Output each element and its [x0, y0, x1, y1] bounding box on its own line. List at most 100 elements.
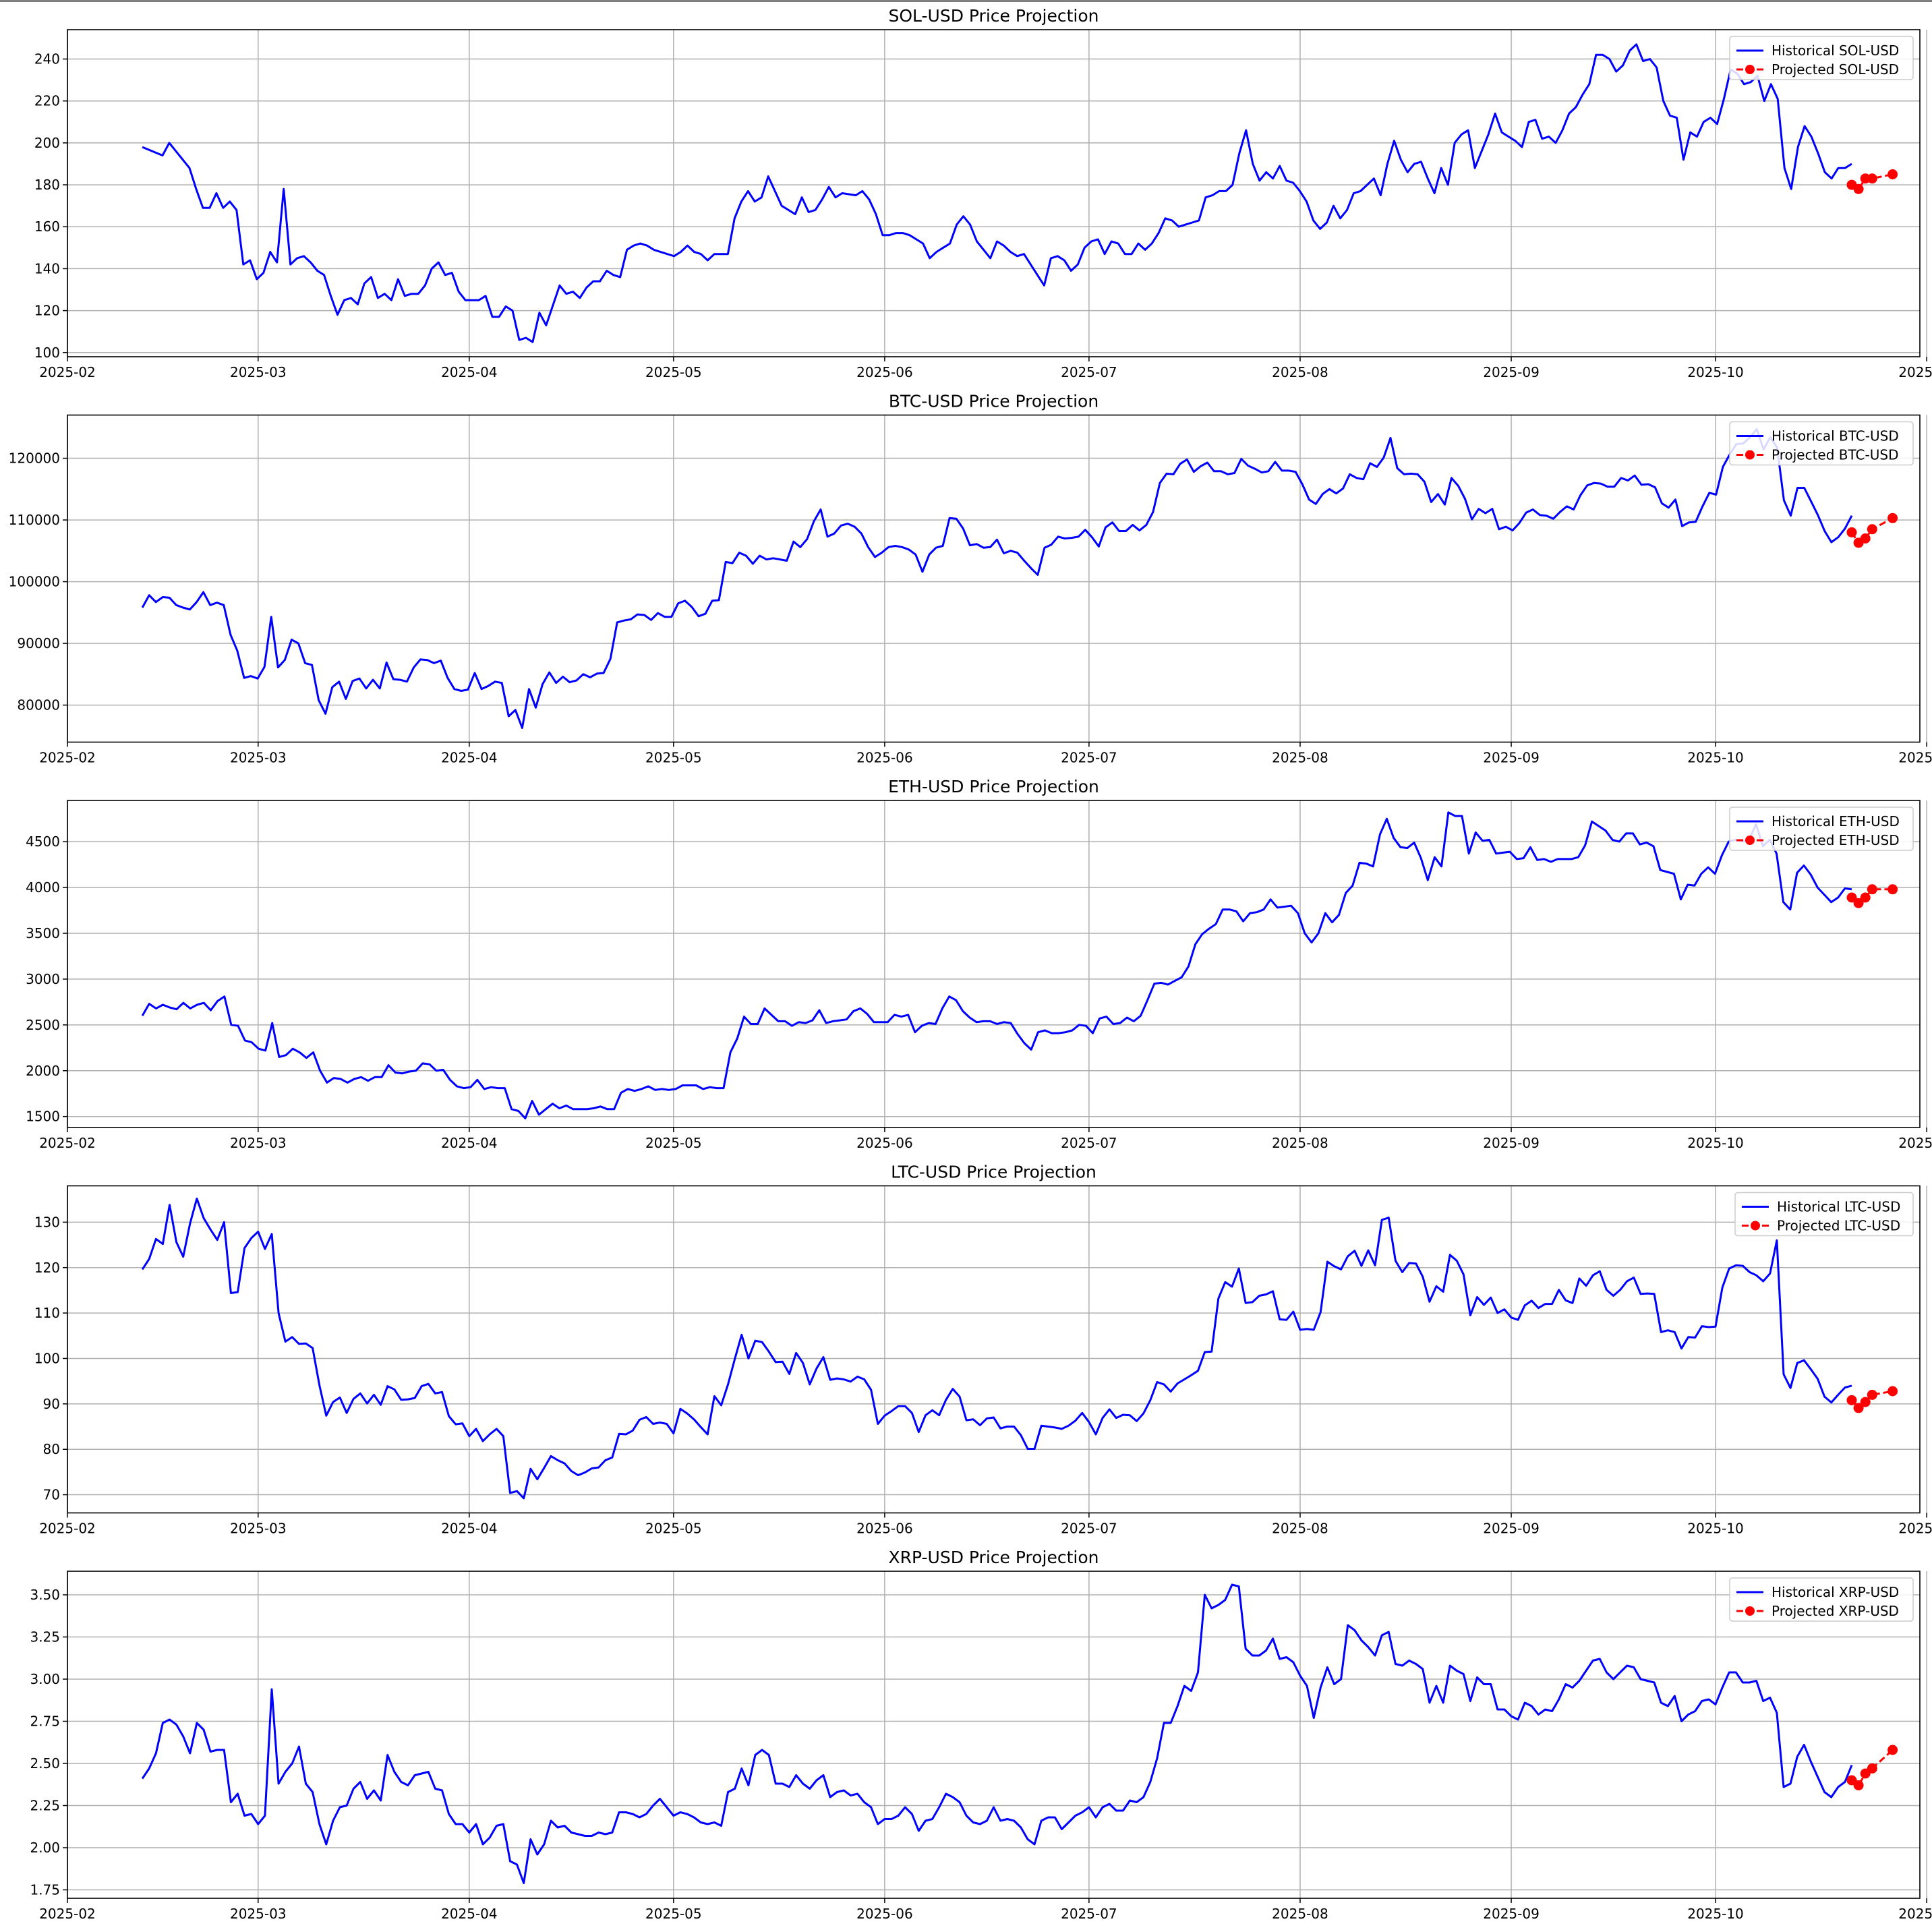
y-tick-label: 220: [34, 93, 60, 109]
chart-eth-usd-price-projection: ETH-USD Price Projection 2025-02 2025-03 20…: [26, 777, 1932, 1151]
y-tick-label: 2000: [26, 1063, 60, 1079]
chart-btc-usd-price-projection: BTC-USD Price Projection 2025-02 2025-03 20…: [9, 392, 1932, 766]
legend-box: [1729, 807, 1914, 851]
chart-title: XRP-USD Price Projection: [889, 1548, 1099, 1567]
y-tick-label: 200: [34, 135, 60, 151]
projected-point: [1867, 524, 1877, 535]
legend-label: Projected XRP-USD: [1772, 1603, 1899, 1619]
legend-box: [1734, 1192, 1914, 1237]
x-tick-label: 2025-10: [1687, 1521, 1744, 1537]
series-line-projected-ltc-usd: [1850, 1390, 1893, 1410]
chart-title: BTC-USD Price Projection: [889, 392, 1099, 411]
legend-label: Historical ETH-USD: [1772, 813, 1900, 829]
y-tick-label: 2.00: [30, 1840, 60, 1856]
chart-sol-usd-price-projection: SOL-USD Price Projection 2025-02 2025-03 20…: [34, 6, 1932, 380]
x-tick-label: 2025-09: [1483, 364, 1540, 380]
x-tick-label: 2025-04: [441, 364, 498, 380]
x-tick-label: 2025-08: [1272, 1135, 1328, 1151]
y-tick-label: 2500: [26, 1017, 60, 1033]
x-tick-label: 2025-07: [1061, 364, 1117, 380]
charts-container: SOL-USD Price Projection 2025-02 2025-03 20…: [9, 6, 1932, 1922]
projected-point: [1887, 1745, 1898, 1755]
x-tick-label: 2025-09: [1483, 1135, 1540, 1151]
x-tick-label: 2025-08: [1272, 364, 1328, 380]
chart-title: ETH-USD Price Projection: [888, 777, 1099, 796]
y-tick-label: 3.25: [30, 1629, 60, 1645]
plot-frame: [67, 29, 1921, 357]
y-tick-label: 2.50: [30, 1755, 60, 1772]
x-tick-label: 2025-02: [39, 1521, 96, 1537]
y-tick-label: 130: [34, 1214, 60, 1230]
x-tick-label: 2025-07: [1061, 1521, 1117, 1537]
x-tick-label: 2025-11: [1898, 750, 1932, 766]
series-line-historical-eth-usd: [141, 811, 1852, 1119]
projected-point: [1860, 533, 1871, 544]
series-line-historical-btc-usd: [141, 428, 1853, 729]
series-line-historical-xrp-usd: [141, 1583, 1853, 1884]
projected-point: [1846, 892, 1857, 903]
x-tick-label: 2025-06: [856, 1906, 913, 1922]
projected-point: [1860, 892, 1871, 903]
y-tick-label: 140: [34, 260, 60, 276]
x-tick-label: 2025-03: [230, 1135, 287, 1151]
y-tick-label: 90000: [17, 635, 60, 651]
projected-point: [1860, 1397, 1871, 1407]
legend-label: Historical SOL-USD: [1772, 42, 1899, 59]
y-tick-label: 2.75: [30, 1714, 60, 1730]
legend-marker: [1751, 1221, 1760, 1231]
legend-box: [1729, 1577, 1914, 1622]
legend-label: Projected SOL-USD: [1772, 61, 1899, 78]
y-tick-label: 3500: [26, 925, 60, 941]
plot-frame: [67, 1185, 1921, 1514]
legend-marker: [1745, 1606, 1755, 1616]
x-tick-label: 2025-10: [1687, 750, 1744, 766]
x-tick-label: 2025-05: [645, 750, 702, 766]
y-tick-label: 90: [43, 1396, 60, 1412]
y-tick-label: 80: [43, 1441, 60, 1457]
legend-marker: [1745, 65, 1755, 74]
y-tick-label: 1.75: [30, 1882, 60, 1898]
projected-point: [1846, 527, 1857, 537]
projected-point: [1853, 1403, 1864, 1413]
y-tick-label: 160: [34, 218, 60, 235]
x-tick-label: 2025-06: [856, 1135, 913, 1151]
y-tick-label: 100: [34, 345, 60, 361]
y-tick-label: 120: [34, 1260, 60, 1276]
x-tick-label: 2025-08: [1272, 1521, 1328, 1537]
y-tick-label: 180: [34, 177, 60, 193]
y-tick-label: 3000: [26, 971, 60, 987]
projected-point: [1887, 884, 1898, 895]
y-tick-label: 4000: [26, 879, 60, 896]
projected-point: [1846, 1395, 1857, 1405]
legend: Historical ETH-USD Projected ETH-USD: [1729, 807, 1914, 851]
x-tick-label: 2025-04: [441, 1521, 498, 1537]
chart-ltc-usd-price-projection: LTC-USD Price Projection 2025-02 2025-03 20…: [34, 1163, 1932, 1537]
y-tick-label: 120000: [9, 450, 60, 467]
legend: Historical LTC-USD Projected LTC-USD: [1734, 1192, 1914, 1237]
x-tick-label: 2025-06: [856, 1521, 913, 1537]
y-tick-label: 110: [34, 1305, 60, 1321]
legend-marker: [1745, 450, 1755, 460]
legend-label: Historical LTC-USD: [1777, 1199, 1900, 1215]
y-tick-label: 110000: [9, 512, 60, 528]
x-tick-label: 2025-09: [1483, 750, 1540, 766]
y-tick-label: 240: [34, 51, 60, 67]
x-tick-label: 2025-02: [39, 750, 96, 766]
legend: Historical XRP-USD Projected XRP-USD: [1729, 1577, 1914, 1622]
projected-point: [1867, 1389, 1877, 1400]
x-tick-label: 2025-06: [856, 750, 913, 766]
projected-point: [1853, 183, 1864, 194]
series-line-historical-ltc-usd: [141, 1197, 1852, 1500]
chart-title: SOL-USD Price Projection: [889, 6, 1099, 26]
x-tick-label: 2025-05: [645, 364, 702, 380]
x-tick-label: 2025-04: [441, 1135, 498, 1151]
x-tick-label: 2025-07: [1061, 1906, 1117, 1922]
legend-box: [1729, 36, 1914, 80]
x-tick-label: 2025-02: [39, 364, 96, 380]
x-tick-label: 2025-09: [1483, 1521, 1540, 1537]
y-tick-label: 2.25: [30, 1798, 60, 1814]
y-tick-label: 70: [43, 1487, 60, 1503]
legend-label: Projected LTC-USD: [1777, 1218, 1900, 1234]
x-tick-label: 2025-07: [1061, 1135, 1117, 1151]
